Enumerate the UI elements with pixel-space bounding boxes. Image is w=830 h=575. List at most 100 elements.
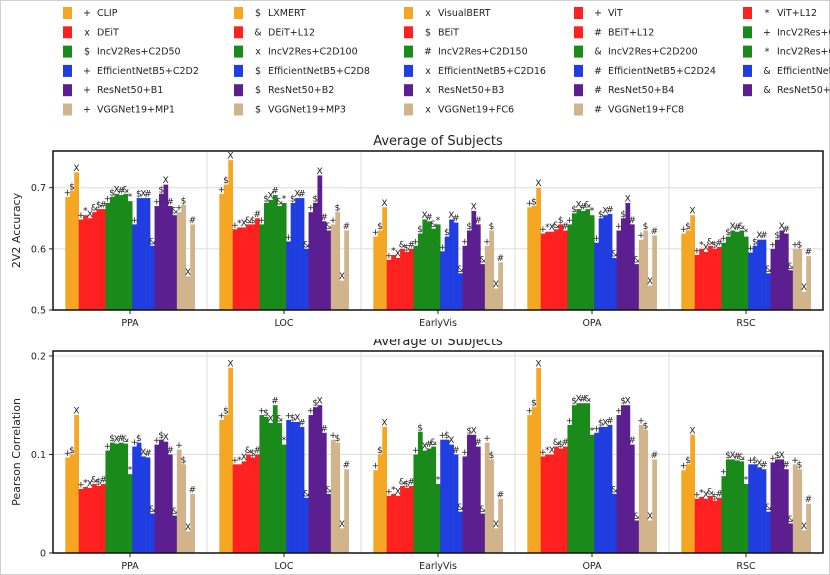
bar-marker: & bbox=[149, 237, 156, 247]
bar-marker: # bbox=[452, 446, 460, 456]
legend-symbol: # bbox=[594, 105, 602, 116]
bar bbox=[480, 264, 486, 310]
bar bbox=[629, 224, 635, 310]
bar bbox=[685, 464, 691, 553]
bar bbox=[65, 457, 71, 553]
legend-item: + CLIP bbox=[63, 7, 118, 19]
bar bbox=[232, 229, 238, 310]
legend-label: ResNet50+B2 bbox=[268, 85, 334, 96]
bar-marker: $ bbox=[250, 216, 256, 226]
bar-marker: $ bbox=[263, 409, 269, 419]
bar-marker: + bbox=[412, 446, 420, 456]
bar bbox=[620, 218, 626, 310]
bar-marker: * bbox=[699, 240, 704, 250]
bar-marker: $ bbox=[725, 451, 731, 461]
bar bbox=[580, 403, 586, 553]
bar-marker: & bbox=[399, 240, 406, 250]
legend-swatch bbox=[234, 103, 243, 116]
legend-item: # EfficientNetB5+C2D24 bbox=[574, 64, 716, 77]
legend-swatch bbox=[404, 45, 413, 58]
bar bbox=[462, 456, 468, 553]
bar-marker: + bbox=[329, 216, 337, 226]
bar-marker: + bbox=[483, 237, 491, 247]
y-tick-label: 0.6 bbox=[31, 244, 46, 255]
legend-swatch bbox=[404, 84, 413, 97]
legend-item: # BEiT+L12 bbox=[574, 26, 654, 39]
bar bbox=[712, 248, 718, 310]
bar bbox=[484, 442, 490, 553]
bar bbox=[475, 224, 481, 310]
legend-symbol: & bbox=[763, 85, 771, 96]
bar-marker: + bbox=[637, 416, 645, 426]
bar-marker: $ bbox=[598, 418, 604, 428]
bar-marker: $ bbox=[466, 222, 472, 232]
bar-marker: X bbox=[73, 407, 79, 417]
bar bbox=[308, 415, 314, 553]
bar bbox=[344, 230, 349, 310]
bar bbox=[739, 461, 745, 553]
bar-marker: + bbox=[693, 246, 701, 256]
bar bbox=[685, 230, 691, 310]
bar bbox=[743, 236, 749, 310]
bar-marker: $ bbox=[571, 205, 577, 215]
bar bbox=[272, 195, 278, 310]
bar-marker: # bbox=[253, 446, 261, 456]
legend-symbol: $ bbox=[255, 8, 261, 19]
bar-marker: $ bbox=[312, 194, 318, 204]
bar bbox=[717, 497, 722, 553]
bar bbox=[286, 419, 291, 553]
bar-marker: # bbox=[760, 461, 768, 471]
bar bbox=[770, 462, 776, 553]
bar-marker: # bbox=[760, 231, 768, 241]
bar-marker: + bbox=[526, 407, 534, 417]
legend-label: VGGNet19+FC8 bbox=[608, 105, 684, 116]
bar bbox=[386, 259, 392, 310]
bar bbox=[681, 470, 687, 553]
bar-marker: X bbox=[422, 211, 428, 221]
bar-marker: X bbox=[779, 222, 785, 232]
legend-swatch bbox=[63, 103, 72, 116]
bar bbox=[308, 212, 314, 310]
bar bbox=[616, 415, 622, 553]
bar bbox=[721, 242, 727, 310]
bar-marker: # bbox=[579, 202, 587, 212]
legend-label: VisualBERT bbox=[438, 8, 491, 19]
bar bbox=[400, 248, 405, 310]
bar bbox=[498, 262, 503, 310]
bar bbox=[141, 198, 146, 310]
bar bbox=[326, 493, 332, 553]
bar bbox=[638, 424, 644, 553]
bar bbox=[250, 457, 256, 553]
bar-marker: & bbox=[122, 435, 129, 445]
bar-marker: X bbox=[549, 223, 555, 233]
legend-symbol: x bbox=[255, 47, 261, 58]
x-tick-label: LOC bbox=[274, 561, 293, 572]
bar bbox=[554, 229, 559, 310]
bar-marker: + bbox=[637, 231, 645, 241]
bar-marker: & bbox=[707, 237, 714, 247]
legend-symbol: $ bbox=[255, 85, 261, 96]
bar-marker: X bbox=[730, 222, 736, 232]
bar-marker: $ bbox=[712, 492, 718, 502]
bar bbox=[426, 448, 432, 553]
bar bbox=[317, 405, 323, 553]
legend-symbol: x bbox=[425, 85, 431, 96]
bar bbox=[335, 442, 341, 553]
legend-label: DEiT bbox=[97, 27, 119, 38]
legend-item: & IncV2Res+C2D200 bbox=[574, 45, 698, 58]
bar bbox=[391, 493, 396, 553]
bar-marker: # bbox=[271, 187, 279, 197]
bar bbox=[83, 486, 88, 553]
legend-symbol: + bbox=[763, 27, 771, 38]
bar-marker: + bbox=[153, 436, 161, 446]
bar-marker: X bbox=[689, 426, 695, 436]
bar-marker: # bbox=[166, 446, 174, 456]
bar-marker: * bbox=[699, 488, 704, 498]
bar-marker: $ bbox=[620, 397, 626, 407]
bar bbox=[629, 444, 635, 553]
legend-symbol: # bbox=[594, 66, 602, 77]
bar bbox=[694, 498, 700, 553]
bar-marker: $ bbox=[489, 451, 495, 461]
bar-marker: X bbox=[381, 418, 387, 428]
bar-marker: $ bbox=[531, 198, 537, 208]
